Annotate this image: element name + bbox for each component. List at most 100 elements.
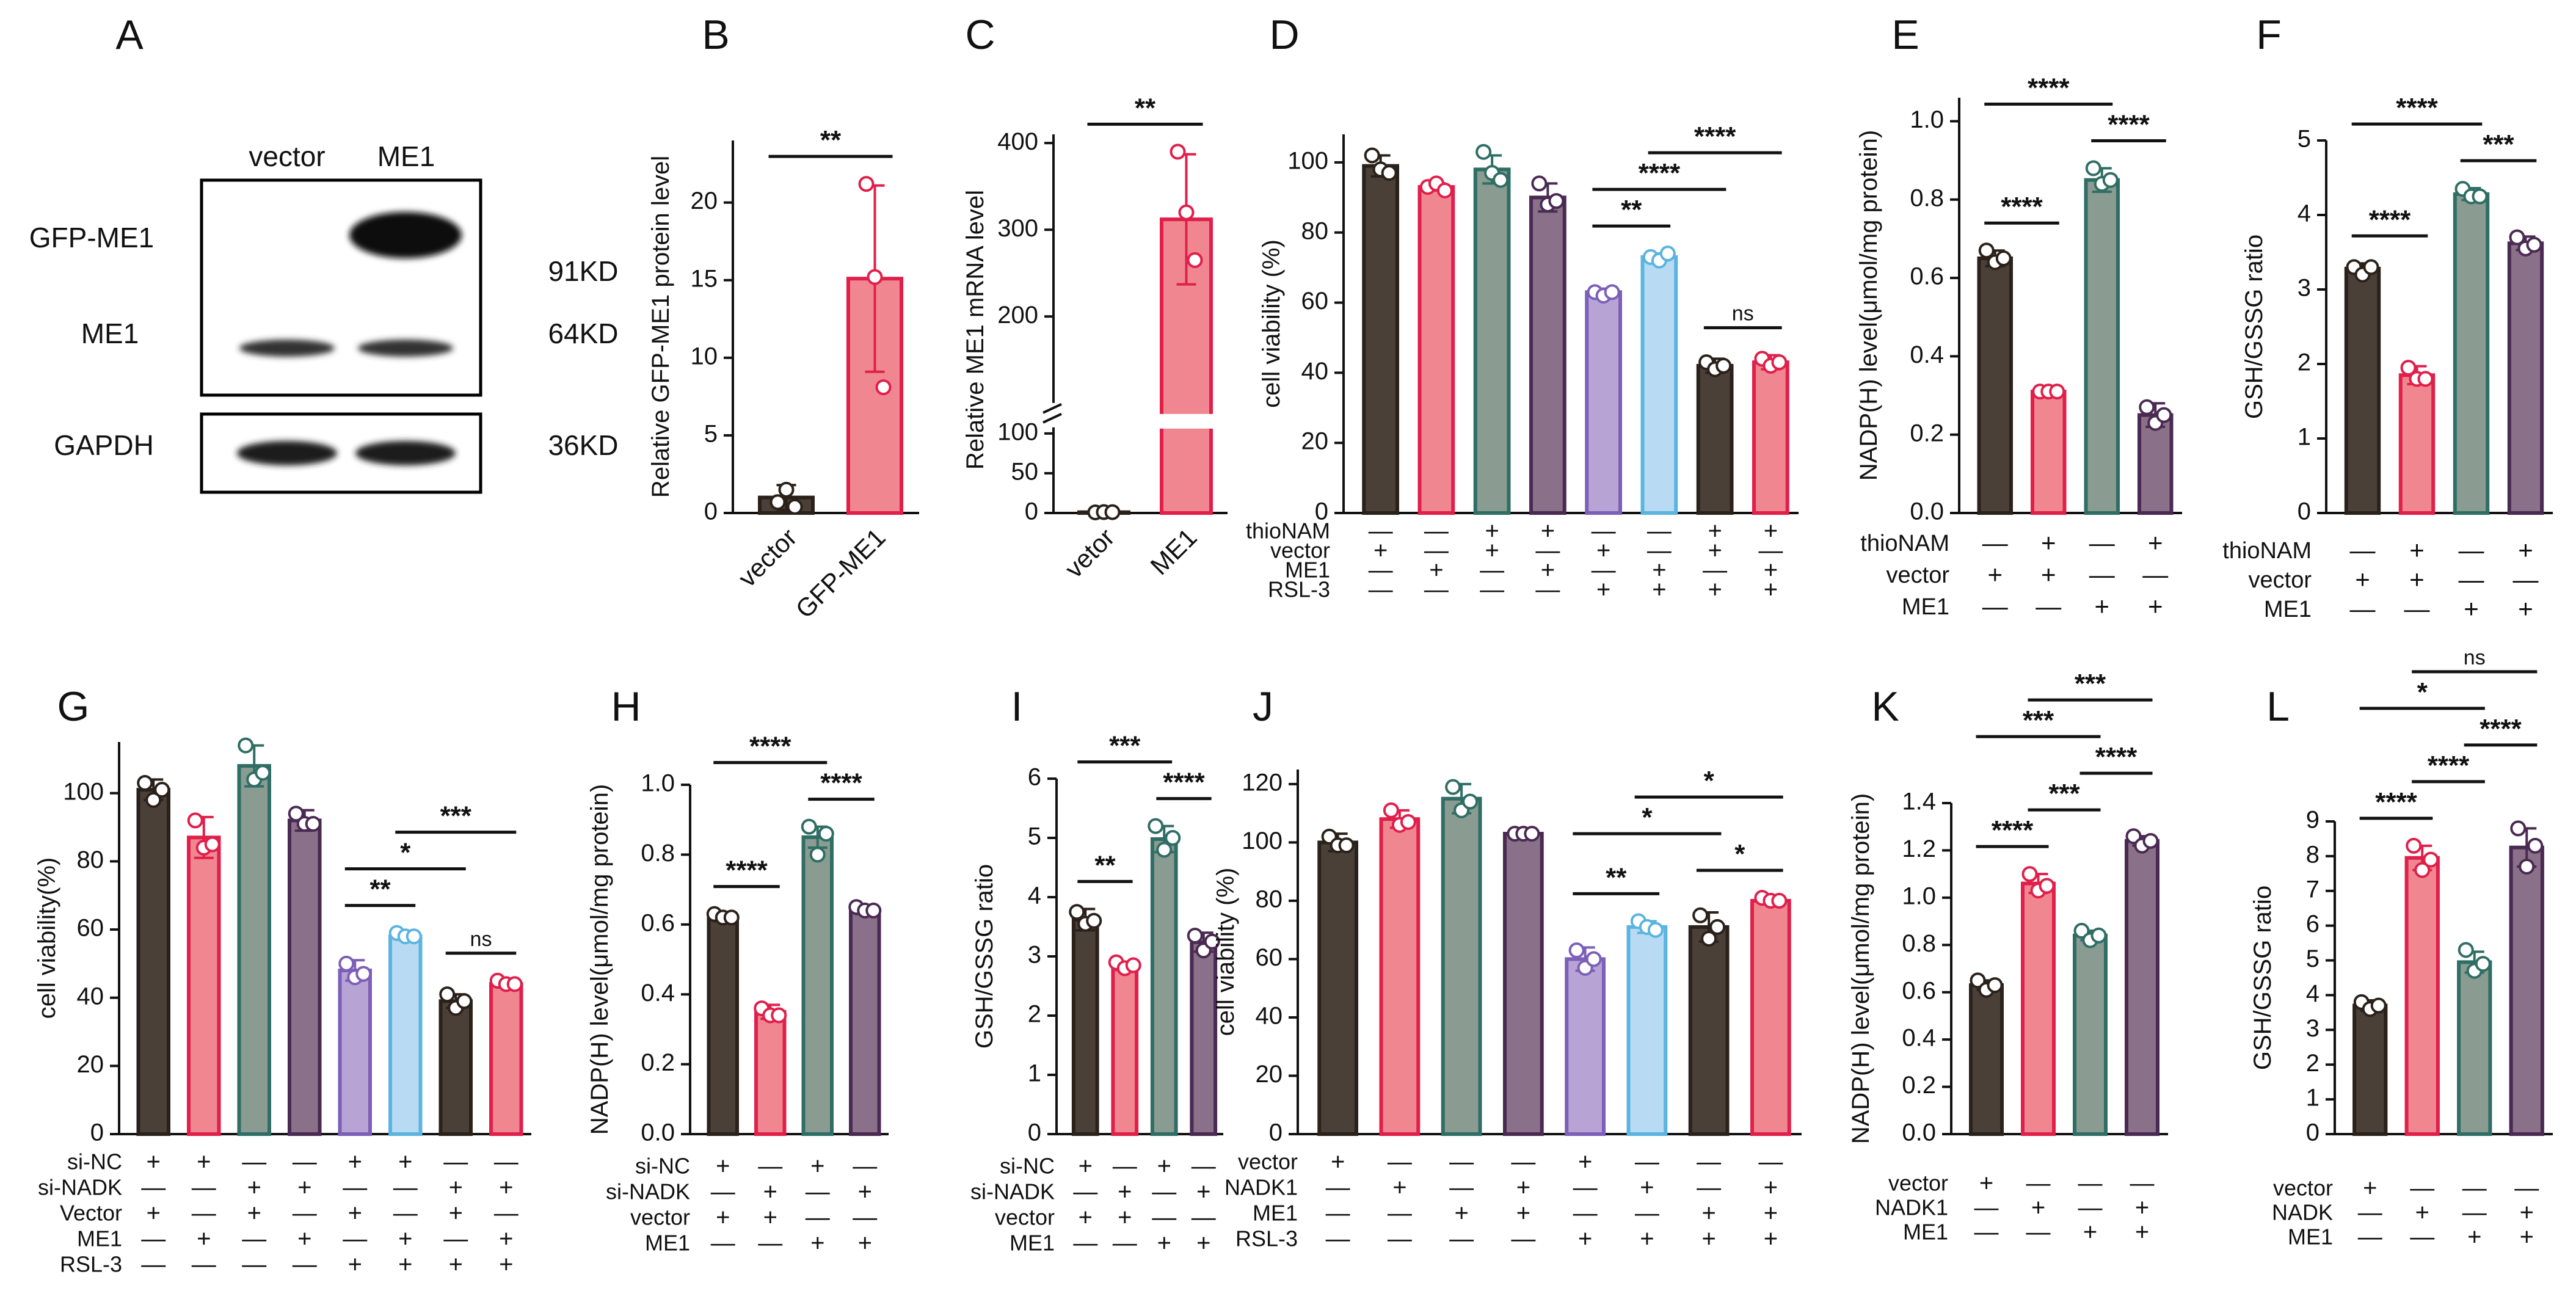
condition-cell: + <box>1157 1153 1171 1180</box>
sig-label: ns <box>2464 646 2486 669</box>
bar <box>1417 185 1455 515</box>
sig-label: *** <box>1109 731 1141 761</box>
data-point <box>1204 933 1220 950</box>
condition-cell: — <box>2462 1175 2487 1202</box>
sig-label: **** <box>1163 768 1205 798</box>
y-tick-label: 0.2 <box>1910 420 1944 446</box>
condition-cell: — <box>343 1174 367 1201</box>
bar <box>1752 360 1789 515</box>
y-tick-label: 0 <box>90 1119 104 1146</box>
sig-label: ** <box>1621 195 1642 225</box>
data-point <box>2090 927 2107 944</box>
condition-cell: + <box>2467 1224 2481 1251</box>
condition-cell: — <box>1388 1149 1412 1176</box>
condition-cell: + <box>1764 1226 1778 1253</box>
condition-row-label: ME1 <box>1903 1220 1948 1245</box>
condition-cell: — <box>1635 1200 1659 1227</box>
condition-cell: — <box>1758 1149 1783 1176</box>
sig-label: *** <box>2483 129 2514 159</box>
data-point <box>1970 972 1986 989</box>
condition-cell: + <box>147 1149 161 1176</box>
data-point <box>1170 144 1186 160</box>
condition-cell: + <box>297 1174 311 1201</box>
condition-cell: — <box>1152 1179 1176 1206</box>
condition-cell: + <box>1764 577 1778 603</box>
condition-cell: — <box>2514 1175 2539 1202</box>
sig-label: *** <box>440 801 472 831</box>
condition-cell: — <box>494 1200 518 1227</box>
condition-cell: — <box>1073 1230 1097 1257</box>
sig-label: **** <box>2028 73 2070 103</box>
y-axis: 0 1 2 3 4 5 6 7 8 9 <box>2306 807 2336 1146</box>
condition-row-label: ME1 <box>645 1231 690 1256</box>
bar <box>1750 898 1791 1137</box>
condition-cell: — <box>2462 1199 2487 1226</box>
y-tick-label: 80 <box>1256 886 1283 912</box>
bar <box>136 788 170 1136</box>
panel-letter: C <box>965 12 995 58</box>
data-point <box>875 379 892 396</box>
condition-row-label: RSL-3 <box>1235 1226 1298 1251</box>
condition-cell: — <box>2350 594 2376 623</box>
y-axis-label: NADP(H) level(μmol/mg protein) <box>586 784 613 1135</box>
data-point <box>506 976 523 992</box>
bar <box>2507 241 2544 515</box>
condition-cell: + <box>1652 557 1666 584</box>
sig-label: **** <box>1639 158 1681 188</box>
condition-cell: + <box>1578 1149 1592 1176</box>
data-point <box>809 846 826 863</box>
sig-label: *** <box>2075 669 2106 699</box>
y-tick-label: 0.2 <box>641 1049 675 1076</box>
condition-cell: — <box>1697 1174 1721 1201</box>
condition-cell: — <box>1758 537 1783 564</box>
condition-cell: — <box>1326 1226 1350 1253</box>
y-tick-label: 1.0 <box>641 770 675 797</box>
bar <box>2073 933 2108 1137</box>
bar <box>2021 881 2056 1136</box>
condition-cell: — <box>758 1153 782 1180</box>
axis-break-mark <box>1042 412 1062 424</box>
condition-cell: + <box>2094 592 2109 620</box>
condition-cell: — <box>2036 592 2061 620</box>
data-point <box>456 993 473 1010</box>
condition-cell: — <box>1449 1174 1474 1201</box>
data-point <box>1086 912 1102 929</box>
data-point <box>1364 147 1380 164</box>
y-axis: 0 5 10 15 20 <box>691 140 734 525</box>
y-tick-label: 20 <box>691 187 718 214</box>
condition-cell: + <box>1374 537 1388 564</box>
data-point <box>145 791 162 808</box>
panel-letter: G <box>57 683 90 730</box>
y-axis: 0 50 100 200 300 400 <box>997 128 1063 525</box>
condition-cell: — <box>1573 1200 1598 1227</box>
data-point <box>1531 175 1548 192</box>
condition-cell: + <box>1708 518 1722 545</box>
y-tick-label: 0 <box>1269 1119 1283 1146</box>
condition-cell: + <box>499 1226 513 1253</box>
y-axis: 0 20 40 60 80 100 <box>1287 134 1345 525</box>
panel-letter: J <box>1253 683 1273 730</box>
y-tick-label: 0.6 <box>1910 263 1944 290</box>
y-tick-label: 2 <box>2306 1050 2319 1077</box>
data-point <box>2510 820 2527 837</box>
bar <box>1977 257 2013 515</box>
condition-cell: + <box>197 1226 211 1253</box>
band-gapdh-vector <box>237 441 337 465</box>
data-point <box>1475 144 1492 160</box>
condition-row-label: vector <box>630 1205 690 1230</box>
condition-cell: + <box>348 1149 362 1176</box>
data-point <box>2370 997 2387 1014</box>
y-axis-label: cell viability (%) <box>1258 239 1285 408</box>
y-tick-label: 8 <box>2306 841 2319 868</box>
data-point <box>2400 360 2417 376</box>
data-point <box>1701 931 1717 947</box>
y-tick-label: 1.4 <box>1902 788 1936 815</box>
y-tick-label: 0.6 <box>641 909 675 936</box>
data-point <box>1187 928 1203 944</box>
condition-cell: + <box>1118 1179 1132 1206</box>
y-tick-label: 100 <box>63 778 104 805</box>
bar <box>489 982 523 1137</box>
band-label: ME1 <box>81 318 139 349</box>
condition-cell: + <box>2520 1224 2534 1251</box>
